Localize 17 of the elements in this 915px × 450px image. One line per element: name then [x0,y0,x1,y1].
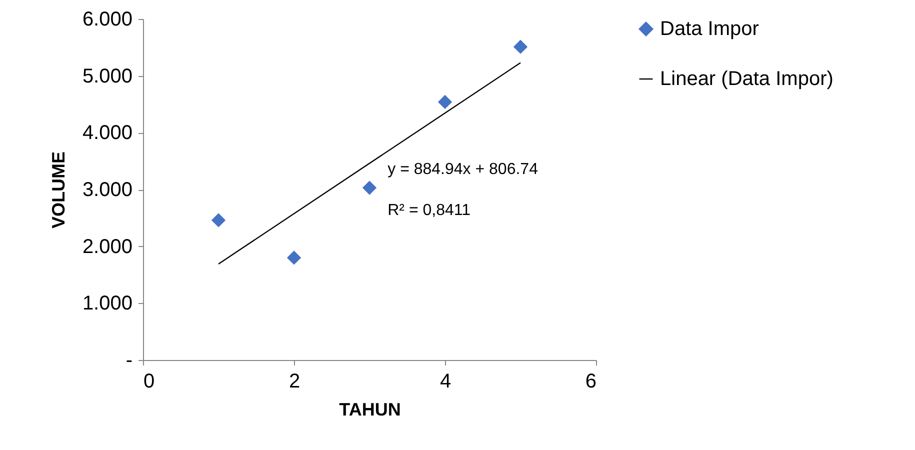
x-tick-label: 4 [440,370,452,392]
y-axis-title: VOLUME [48,151,68,229]
y-tick-label: 3.000 [82,179,132,201]
legend-label: Data Impor [660,18,760,40]
x-tick-label: 6 [585,370,596,392]
y-tick-label: 2.000 [82,236,132,258]
x-tick-label: 2 [288,370,300,392]
annotation: y = 884.94x + 806.74 [388,161,538,178]
y-tick-label: 4.000 [82,122,132,144]
y-tick-label: 5.000 [82,65,132,88]
legend-label: Linear (Data Impor) [660,68,834,90]
y-tick-label: - [126,350,132,372]
x-tick-label: 0 [144,370,155,392]
annotation: R² = 0,8411 [388,202,471,219]
y-tick-label: 6.000 [82,8,132,30]
y-tick-label: 1.000 [82,292,132,315]
x-axis-title: TAHUN [339,400,401,420]
